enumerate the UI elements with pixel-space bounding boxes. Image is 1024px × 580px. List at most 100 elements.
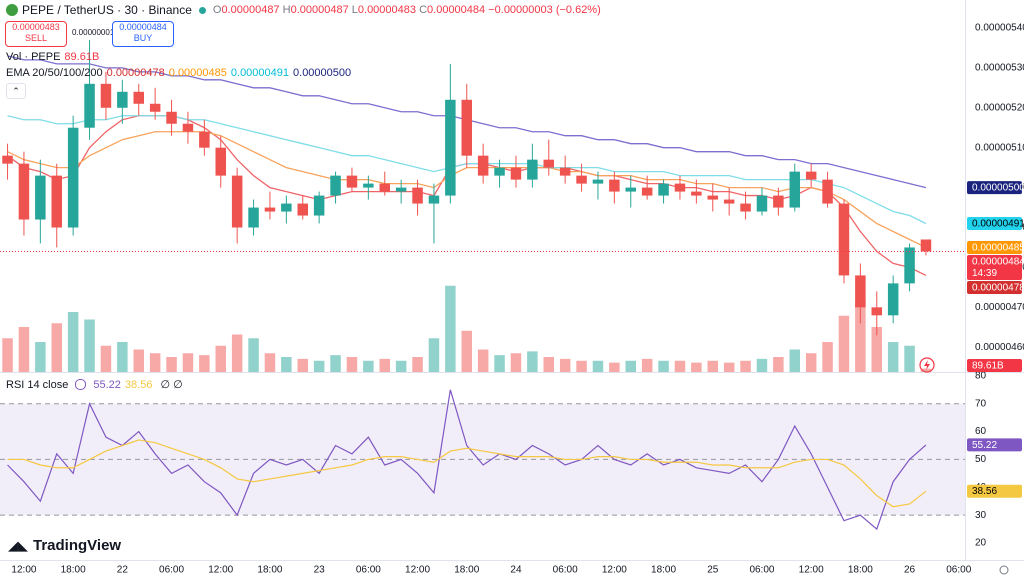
candle-body bbox=[805, 171, 817, 180]
candle-body bbox=[461, 99, 473, 156]
change: −0.00000003 (−0.62%) bbox=[488, 4, 601, 16]
volume-bar bbox=[100, 345, 112, 372]
candle-body bbox=[494, 167, 505, 176]
candle-body bbox=[18, 163, 30, 220]
volume-bar bbox=[395, 360, 407, 372]
candle-body bbox=[67, 127, 79, 228]
y-tick-label: 0.00000460 bbox=[975, 342, 1024, 353]
rsi-tick-label: 80 bbox=[975, 371, 987, 382]
price-badge-label: 38.56 bbox=[972, 486, 997, 497]
volume-bar bbox=[297, 358, 308, 372]
candle-body bbox=[133, 91, 144, 104]
price-badge bbox=[967, 280, 1022, 294]
candle-body bbox=[559, 167, 571, 176]
candle-body bbox=[313, 195, 325, 216]
volume-bar bbox=[330, 355, 341, 372]
volume-bar bbox=[412, 357, 423, 372]
volume-bar bbox=[215, 345, 226, 372]
x-tick-label: 26 bbox=[904, 565, 916, 576]
candle-body bbox=[609, 179, 620, 192]
symbol-icon bbox=[6, 4, 18, 16]
volume-bar bbox=[182, 353, 194, 372]
volume-bar bbox=[871, 327, 883, 372]
buy-label: BUY bbox=[133, 33, 153, 43]
volume-value: 89.61B bbox=[64, 51, 100, 63]
volume-bar bbox=[658, 360, 669, 372]
candle-body bbox=[510, 167, 522, 180]
candle-body bbox=[789, 171, 801, 208]
candle-body bbox=[838, 203, 850, 276]
candle-body bbox=[215, 147, 226, 176]
ohlc-label: H bbox=[282, 4, 291, 16]
sell-button[interactable]: 0.00000483 SELL bbox=[5, 21, 67, 47]
candle-body bbox=[477, 155, 489, 176]
volume-bar bbox=[2, 338, 13, 372]
candle-body bbox=[346, 175, 358, 188]
sell-price: 0.00000483 bbox=[12, 22, 60, 32]
volume-bar bbox=[887, 342, 899, 372]
ohlc-value: 0.00000484 bbox=[427, 4, 486, 16]
volume-bar bbox=[559, 358, 571, 372]
rsi-line bbox=[7, 439, 927, 508]
candle-body bbox=[871, 307, 883, 316]
brand[interactable]: ◢◣ TradingView bbox=[8, 537, 121, 554]
x-tick-label: 12:00 bbox=[405, 565, 430, 576]
y-tick-label: 0.00000530 bbox=[975, 62, 1024, 73]
candle-body bbox=[576, 175, 587, 184]
candle-body bbox=[248, 207, 259, 228]
candle-body bbox=[149, 103, 161, 112]
volume-bar bbox=[723, 362, 735, 372]
ema-value: 0.00000491 bbox=[230, 67, 290, 79]
price-badge bbox=[967, 181, 1022, 195]
collapse-button[interactable]: ⌃ bbox=[6, 83, 26, 99]
rsi-values: 55.22 38.56 bbox=[93, 379, 156, 391]
volume-legend: Vol · PEPE 89.61B bbox=[6, 51, 99, 63]
candle-body bbox=[691, 191, 702, 196]
candle-body bbox=[166, 111, 177, 124]
volume-bar bbox=[789, 349, 801, 372]
candle-body bbox=[756, 195, 768, 212]
settings-icon[interactable] bbox=[999, 565, 1009, 575]
candle-body bbox=[117, 91, 128, 108]
volume-bar bbox=[346, 357, 358, 372]
candle-body bbox=[855, 275, 866, 308]
candle-body bbox=[740, 203, 751, 212]
brand-logo: ◢◣ bbox=[8, 537, 28, 553]
x-tick-label: 25 bbox=[707, 565, 719, 576]
volume-bar bbox=[231, 334, 243, 372]
volume-bar bbox=[379, 358, 391, 372]
y-tick-label: 0.00000510 bbox=[975, 142, 1024, 153]
rsi-name: RSI 14 close bbox=[6, 378, 69, 391]
alert-bolt bbox=[924, 360, 930, 370]
rsi-value: 55.22 bbox=[93, 378, 121, 391]
candle-body bbox=[674, 183, 686, 192]
candle-body bbox=[445, 99, 456, 196]
rsi-tick-label: 30 bbox=[975, 510, 987, 521]
volume-bar bbox=[461, 330, 473, 372]
volume-bar bbox=[166, 357, 177, 372]
ema-line bbox=[7, 131, 927, 249]
price-badge bbox=[967, 484, 1022, 498]
volume-bar bbox=[805, 353, 817, 372]
candle-body bbox=[641, 187, 653, 196]
x-tick-label: 22 bbox=[117, 565, 129, 576]
volume-bar bbox=[35, 342, 46, 372]
x-tick-label: 06:00 bbox=[749, 565, 774, 576]
volume-bar bbox=[527, 351, 538, 372]
symbol[interactable]: PEPE / TetherUS · 30 · Binance bbox=[22, 3, 192, 17]
rsi-tick-label: 70 bbox=[975, 398, 987, 409]
candle-body bbox=[35, 175, 46, 220]
candle-body bbox=[723, 199, 735, 204]
x-tick-label: 12:00 bbox=[602, 565, 627, 576]
price-badge bbox=[967, 359, 1022, 372]
buy-button[interactable]: 0.00000484 BUY bbox=[112, 21, 174, 47]
rsi-tick-label: 50 bbox=[975, 454, 987, 465]
x-tick-label: 06:00 bbox=[356, 565, 381, 576]
x-tick-label: 12:00 bbox=[208, 565, 233, 576]
volume-bar bbox=[149, 353, 161, 372]
volume-bar bbox=[674, 360, 686, 372]
candle-body bbox=[658, 183, 669, 196]
price-badge-label: 0.00000484 bbox=[972, 256, 1024, 267]
volume-bar bbox=[363, 360, 374, 372]
